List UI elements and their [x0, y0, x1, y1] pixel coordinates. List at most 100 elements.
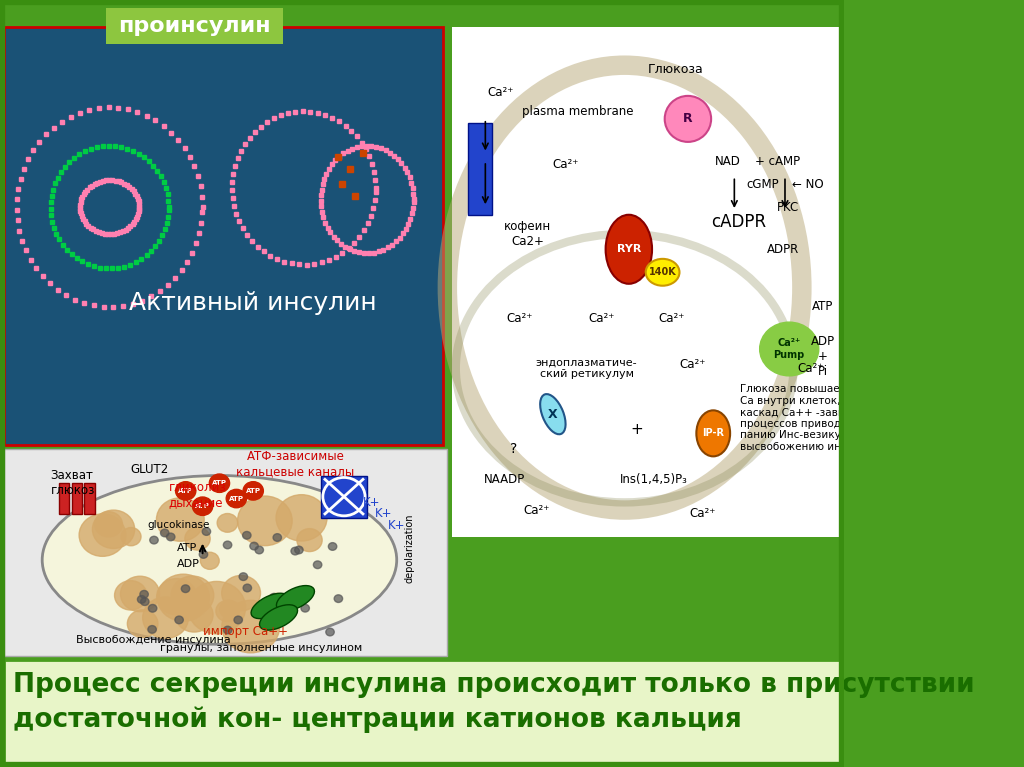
Circle shape	[269, 594, 279, 601]
Text: +: +	[630, 422, 643, 437]
Circle shape	[301, 604, 309, 612]
Circle shape	[175, 616, 183, 624]
Circle shape	[221, 575, 260, 611]
Circle shape	[171, 576, 214, 615]
Text: Захват
глюкоз: Захват глюкоз	[50, 469, 95, 497]
Circle shape	[150, 536, 159, 544]
Circle shape	[94, 512, 123, 537]
Circle shape	[334, 594, 343, 602]
Text: импорт Ca++: импорт Ca++	[203, 625, 288, 637]
Text: PKC: PKC	[777, 201, 800, 213]
Text: K+: K+	[388, 519, 406, 532]
Circle shape	[243, 532, 251, 539]
Text: ATP: ATP	[177, 543, 198, 554]
Circle shape	[220, 601, 240, 618]
Text: depolarization: depolarization	[404, 514, 415, 583]
Circle shape	[276, 495, 327, 541]
Text: plasma membrane: plasma membrane	[522, 105, 634, 117]
Circle shape	[158, 574, 209, 621]
Circle shape	[255, 546, 263, 554]
Circle shape	[185, 527, 210, 550]
Circle shape	[187, 581, 246, 634]
Circle shape	[193, 497, 213, 515]
Text: Ca²⁺: Ca²⁺	[589, 312, 615, 324]
Ellipse shape	[276, 585, 314, 611]
Text: IP-R: IP-R	[702, 428, 724, 439]
Circle shape	[272, 595, 282, 603]
Text: Глюкоза повышает уровень
Са внутри клеток, далее
каскад Са++ -зависимых
процессо: Глюкоза повышает уровень Са внутри клето…	[740, 384, 899, 452]
Text: АТФ-зависимые
кальцевые каналы: АТФ-зависимые кальцевые каналы	[237, 450, 354, 478]
Text: ATP: ATP	[196, 503, 210, 509]
Text: Ca²⁺: Ca²⁺	[658, 312, 685, 324]
Ellipse shape	[259, 604, 298, 630]
Circle shape	[216, 601, 240, 621]
Circle shape	[223, 541, 231, 548]
Circle shape	[167, 533, 175, 541]
Circle shape	[209, 474, 229, 492]
Circle shape	[217, 514, 238, 532]
Text: Ca²⁺: Ca²⁺	[797, 362, 823, 374]
Circle shape	[329, 542, 337, 550]
Text: K+: K+	[376, 508, 393, 520]
Text: Процесс секреции инсулина происходит только в присутствии: Процесс секреции инсулина происходит тол…	[12, 672, 974, 698]
Text: проинсулин: проинсулин	[118, 16, 270, 36]
Text: +: +	[818, 351, 828, 363]
Text: Высвобождение инсулина: Высвобождение инсулина	[76, 635, 230, 646]
Circle shape	[79, 514, 126, 556]
Text: RYR: RYR	[616, 244, 641, 255]
Circle shape	[140, 591, 148, 598]
Circle shape	[243, 482, 263, 500]
Circle shape	[226, 489, 247, 508]
Circle shape	[238, 496, 292, 545]
Ellipse shape	[605, 215, 652, 284]
Text: Ca²⁺: Ca²⁺	[679, 358, 706, 370]
Text: ATP: ATP	[228, 495, 244, 502]
Text: R: R	[683, 113, 692, 125]
FancyBboxPatch shape	[4, 27, 443, 445]
Text: 140K: 140K	[649, 267, 677, 278]
Circle shape	[250, 542, 258, 550]
Text: Ca²⁺
Pump: Ca²⁺ Pump	[773, 338, 805, 360]
Circle shape	[175, 482, 196, 500]
Circle shape	[200, 551, 208, 558]
Circle shape	[137, 595, 145, 603]
Ellipse shape	[541, 394, 565, 434]
Circle shape	[157, 498, 204, 542]
Text: гранулы, заполненные инсулином: гранулы, заполненные инсулином	[161, 643, 362, 653]
Text: кофеин
Ca2+: кофеин Ca2+	[504, 220, 551, 248]
Text: Ins(1,4,5)P₃: Ins(1,4,5)P₃	[621, 473, 688, 486]
Circle shape	[222, 601, 280, 653]
Text: GLUT2: GLUT2	[131, 463, 169, 476]
Circle shape	[175, 597, 213, 632]
Text: Активный инсулин: Активный инсулин	[129, 291, 377, 315]
Text: ← NO: ← NO	[792, 178, 823, 190]
Circle shape	[147, 626, 157, 634]
Circle shape	[223, 626, 231, 634]
Text: гликолиз
дыхание: гликолиз дыхание	[169, 481, 226, 509]
Circle shape	[234, 616, 243, 624]
Ellipse shape	[665, 96, 711, 142]
Circle shape	[243, 584, 252, 592]
Text: Pi: Pi	[818, 366, 828, 378]
Text: ADP: ADP	[177, 558, 200, 569]
Circle shape	[127, 610, 158, 637]
Text: ?: ?	[510, 442, 518, 456]
Text: Ca²⁺: Ca²⁺	[689, 508, 716, 520]
Circle shape	[121, 576, 160, 611]
Circle shape	[297, 528, 323, 551]
Circle shape	[148, 604, 157, 612]
FancyBboxPatch shape	[105, 8, 283, 44]
FancyBboxPatch shape	[452, 27, 840, 537]
Text: cGMP: cGMP	[745, 178, 778, 190]
Text: Глюкоза: Глюкоза	[647, 63, 703, 75]
Text: ADP: ADP	[811, 335, 835, 347]
Circle shape	[295, 546, 303, 554]
Circle shape	[201, 552, 219, 569]
Ellipse shape	[646, 258, 680, 285]
Text: Ca²⁺: Ca²⁺	[506, 312, 532, 324]
FancyBboxPatch shape	[321, 476, 368, 518]
Circle shape	[142, 597, 188, 638]
Text: Ca²⁺: Ca²⁺	[487, 86, 514, 98]
Circle shape	[181, 585, 189, 593]
Text: ATP: ATP	[212, 480, 227, 486]
